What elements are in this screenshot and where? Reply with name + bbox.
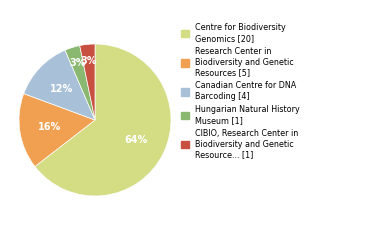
- Wedge shape: [35, 44, 171, 196]
- Text: 3%: 3%: [81, 56, 97, 66]
- Text: 16%: 16%: [38, 122, 62, 132]
- Wedge shape: [80, 44, 95, 120]
- Text: 12%: 12%: [50, 84, 74, 94]
- Text: 64%: 64%: [124, 135, 147, 145]
- Wedge shape: [65, 46, 95, 120]
- Text: 3%: 3%: [69, 58, 86, 68]
- Legend: Centre for Biodiversity
Genomics [20], Research Center in
Biodiversity and Genet: Centre for Biodiversity Genomics [20], R…: [180, 24, 300, 159]
- Wedge shape: [24, 50, 95, 120]
- Wedge shape: [19, 94, 95, 167]
